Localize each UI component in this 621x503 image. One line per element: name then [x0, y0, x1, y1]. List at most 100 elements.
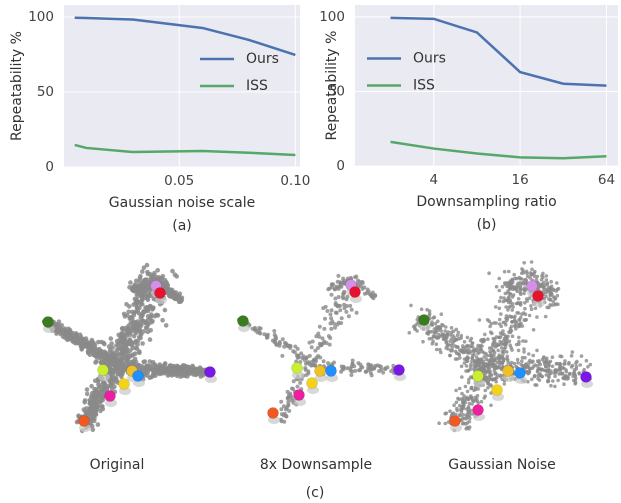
cloud-point: [150, 318, 155, 324]
cloud-point: [498, 354, 503, 359]
cloud-point: [454, 400, 459, 405]
cloud-point: [288, 344, 293, 348]
cloud-point: [574, 361, 578, 366]
cloud-point: [291, 387, 295, 391]
legend-label: ISS: [413, 78, 435, 94]
cloud-point: [321, 306, 326, 311]
cloud-point: [465, 359, 470, 363]
cloud-point: [468, 338, 473, 343]
cloud-point: [553, 374, 557, 379]
cloud-point: [141, 310, 146, 316]
cloud-point: [460, 375, 464, 379]
cloud-point: [433, 321, 438, 326]
cloud-point: [572, 370, 577, 375]
cloud-point: [515, 283, 520, 287]
cloud-point: [306, 360, 311, 365]
cloud-point: [509, 360, 514, 365]
cloud-point: [99, 339, 104, 345]
cloud-point: [522, 350, 526, 354]
cloud-point: [515, 357, 520, 362]
cloud-point: [365, 287, 370, 292]
cloud-point: [431, 316, 436, 320]
cloud-point: [577, 372, 582, 376]
cloud-point: [457, 386, 462, 391]
panel-caption: Original: [90, 457, 145, 473]
y-tick-label: 0: [45, 159, 54, 175]
cloud-point: [391, 363, 396, 368]
cloud-point: [462, 340, 467, 344]
cloud-point: [586, 365, 590, 369]
cloud-point: [279, 412, 284, 417]
series-line: [390, 16, 607, 87]
cloud-point: [452, 403, 456, 408]
cloud-point: [512, 285, 516, 289]
cloud-point: [504, 305, 508, 309]
cloud-point: [508, 292, 513, 296]
cloud-point: [99, 391, 104, 397]
cloud-point: [511, 305, 515, 309]
cloud-point: [313, 359, 318, 364]
cloud-point: [285, 389, 290, 394]
cloud-point: [467, 401, 472, 406]
cloud-point: [466, 397, 470, 401]
cloud-point: [501, 352, 505, 356]
cloud-point: [571, 374, 575, 379]
cloud-point: [517, 318, 522, 322]
cloud-point: [307, 340, 312, 345]
cloud-point: [516, 361, 520, 365]
cloud-point: [543, 314, 548, 319]
cloud-point: [497, 306, 502, 311]
cloud-point: [452, 338, 457, 343]
cloud-point: [310, 359, 315, 364]
cloud-point: [62, 326, 67, 332]
keypoint: [314, 365, 326, 377]
cloud-point: [528, 271, 533, 275]
cloud-point: [64, 330, 69, 336]
cloud-point: [527, 366, 532, 371]
cloud-point: [497, 288, 502, 293]
cloud-point: [508, 330, 513, 335]
cloud-point: [299, 351, 304, 356]
keypoint: [204, 366, 216, 378]
cloud-point: [328, 321, 333, 326]
cloud-point: [532, 274, 537, 279]
cloud-point: [549, 383, 553, 388]
cloud-point: [546, 366, 551, 371]
cloud-point: [484, 357, 489, 362]
cloud-point: [451, 329, 456, 334]
cloud-point: [126, 309, 131, 315]
cloud-point: [483, 332, 487, 337]
cloud-point: [109, 354, 114, 360]
cloud-point: [495, 360, 500, 365]
cloud-point: [555, 293, 560, 298]
cloud-point: [151, 305, 156, 310]
cloud-point: [542, 356, 546, 360]
cloud-point: [135, 319, 140, 324]
cloud-point: [495, 373, 500, 377]
series-line: [390, 140, 607, 160]
cloud-point: [545, 356, 549, 361]
cloud-point: [333, 296, 338, 301]
cloud-point: [73, 341, 79, 346]
cloud-point: [93, 360, 98, 365]
cloud-point: [493, 372, 497, 376]
cloud-point: [140, 341, 145, 346]
cloud-point: [105, 384, 111, 389]
cloud-point: [145, 365, 151, 370]
cloud-point: [456, 330, 461, 335]
cloud-point: [325, 309, 330, 313]
cloud-point: [518, 287, 523, 291]
cloud-point: [522, 278, 526, 282]
keypoint: [472, 404, 484, 416]
cloud-point: [151, 367, 157, 372]
cloud-point: [540, 374, 544, 379]
cloud-point: [437, 421, 441, 426]
cloud-point: [342, 289, 347, 294]
cloud-point: [99, 357, 105, 363]
cloud-point: [296, 354, 301, 359]
cloud-point: [286, 402, 291, 407]
cloud-point: [132, 287, 137, 293]
cloud-point: [441, 323, 445, 328]
cloud-point: [515, 311, 519, 315]
cloud-point: [472, 352, 476, 357]
